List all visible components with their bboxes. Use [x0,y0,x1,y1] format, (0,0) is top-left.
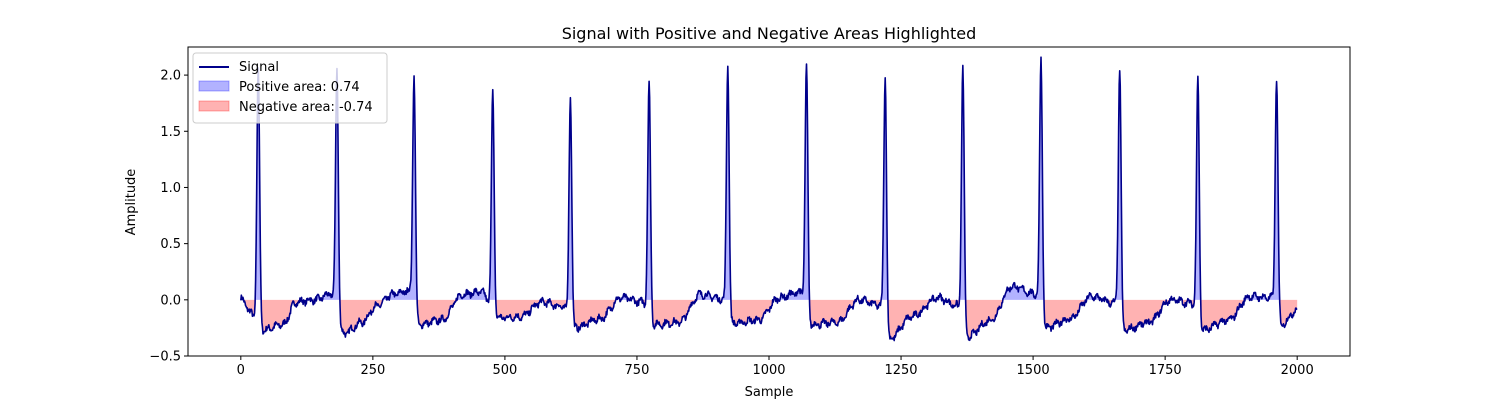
y-tick-label: −0.5 [149,350,181,365]
legend: Signal Positive area: 0.74 Negative area… [192,52,388,124]
chart-title: Signal with Positive and Negative Areas … [562,24,977,43]
x-tick-label: 250 [360,363,385,378]
axis-ticks: 0 250 500 750 1000 1250 1500 1750 2000 −0.5 0.0 0.5… [149,69,1313,378]
positive-area-fill [240,57,1280,300]
y-tick-label: 0.0 [160,293,181,308]
legend-negative-label: Negative area: -0.74 [239,100,373,115]
x-tick-label: 500 [492,363,517,378]
legend-positive-swatch [198,80,230,92]
x-tick-label: 1250 [884,363,917,378]
x-tick-label: 1000 [752,363,785,378]
x-tick-label: 1750 [1149,363,1182,378]
x-tick-label: 2000 [1281,363,1314,378]
negative-area-fill [240,299,1298,341]
x-tick-label: 0 [237,363,245,378]
y-axis-label: Amplitude [124,169,139,236]
y-tick-label: 2.0 [160,69,181,84]
x-tick-label: 750 [625,363,650,378]
x-tick-label: 1500 [1017,363,1050,378]
legend-negative-swatch [198,100,230,112]
y-tick-label: 1.5 [160,125,181,140]
plot-area [240,56,1298,342]
legend-box [192,52,388,124]
legend-signal-label: Signal [239,60,279,75]
y-tick-label: 0.5 [160,237,181,252]
legend-positive-label: Positive area: 0.74 [239,80,360,95]
y-tick-label: 1.0 [160,181,181,196]
x-axis-label: Sample [745,385,794,400]
signal-line [240,56,1298,342]
